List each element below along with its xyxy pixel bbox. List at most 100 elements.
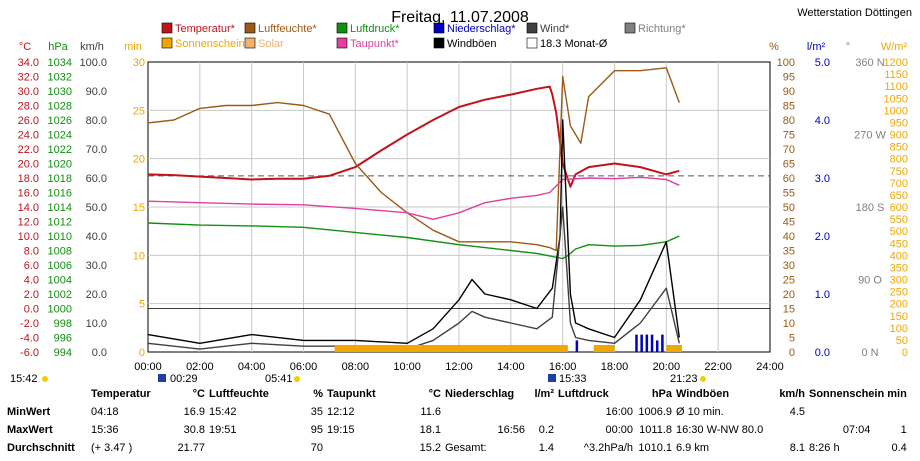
humidity-axis-tick: 40 xyxy=(783,231,795,243)
weather-chart: Freitag, 11.07.2008 Wetterstation Dötting… xyxy=(10,7,912,385)
x-tick-label: 16:00 xyxy=(549,361,577,373)
pressure-axis-tick: 1034 xyxy=(48,57,72,69)
pressure-axis-tick: 1024 xyxy=(48,130,72,142)
legend-label: Sonnenschein xyxy=(175,38,245,50)
sun-icon xyxy=(42,376,48,382)
humidity-axis-tick: 10 xyxy=(783,318,795,330)
pressure-axis-tick: 1012 xyxy=(48,217,72,229)
solar-axis-tick: 350 xyxy=(890,262,908,274)
x-tick-label: 04:00 xyxy=(238,361,266,373)
humidity-axis-tick: 70 xyxy=(783,144,795,156)
legend-swatch xyxy=(526,22,538,34)
x-tick-label: 08:00 xyxy=(342,361,370,373)
x-tick-label: 22:00 xyxy=(704,361,732,373)
temp-axis-tick: 0.0 xyxy=(24,304,39,316)
pressure-axis-tick: 1000 xyxy=(48,304,72,316)
solar-axis-tick: 150 xyxy=(890,311,908,323)
event-left-label: 15:42 xyxy=(10,373,38,385)
direction-axis-tick: 360 N xyxy=(855,57,884,69)
stats-cell: 70 xyxy=(310,442,323,454)
stats-cell: 6.9 km xyxy=(676,442,710,454)
temp-axis-tick: 10.0 xyxy=(18,231,39,243)
temp-axis-tick: -4.0 xyxy=(20,333,39,345)
rain-bar xyxy=(645,334,649,352)
statistics-table: Temperatur °C Luftfeuchte % Taupunkt °C … xyxy=(0,385,920,461)
stats-header-rain: Niederschlag xyxy=(445,388,515,400)
solar-axis-tick: 800 xyxy=(890,154,908,166)
stats-header-temp: Temperatur xyxy=(91,388,151,400)
pressure-axis-tick: 1022 xyxy=(48,144,72,156)
legend-swatch xyxy=(336,22,348,34)
temp-axis-tick: 2.0 xyxy=(24,289,39,301)
moon-icon xyxy=(158,374,166,382)
humidity-axis-tick: 30 xyxy=(783,260,795,272)
direction-axis-unit: ° xyxy=(846,41,850,53)
stats-cell: (+ 3.47 ) xyxy=(91,442,133,454)
humidity-axis-tick: 65 xyxy=(783,159,795,171)
stats-cell: 1.4 xyxy=(538,442,554,454)
solar-axis-tick: 950 xyxy=(890,117,908,129)
stats-header-sun: Sonnenschein min xyxy=(809,388,907,400)
stats-header-dew: Taupunkt xyxy=(327,388,376,400)
sun-axis-tick: 5 xyxy=(139,299,145,311)
rain-axis-tick: 3.0 xyxy=(815,173,830,185)
stats-cell: 16:56 xyxy=(497,424,525,436)
pressure-axis-tick: 1014 xyxy=(48,202,72,214)
stats-cell xyxy=(443,403,527,421)
pressure-axis-tick: 998 xyxy=(54,318,72,330)
stats-cell xyxy=(807,403,872,421)
sun-axis-tick: 15 xyxy=(133,202,145,214)
solar-axis-tick: 0 xyxy=(902,347,908,359)
solar-axis-tick: 450 xyxy=(890,238,908,250)
wind-axis-tick: 80.0 xyxy=(86,115,107,127)
humidity-axis-tick: 95 xyxy=(783,72,795,84)
stats-cell: 8:26 h xyxy=(809,442,840,454)
wind-axis-tick: 50.0 xyxy=(86,202,107,214)
sunrise-label: 05:41 xyxy=(265,373,293,385)
series-line-luftdruck xyxy=(147,222,680,260)
humidity-axis-tick: 0 xyxy=(789,347,795,359)
sun-axis-tick: 20 xyxy=(133,154,145,166)
legend-label: Solar xyxy=(258,38,284,50)
stats-header-hum: Luftfeuchte xyxy=(209,388,269,400)
stats-cell: 18.1 xyxy=(419,424,441,436)
wind-axis-unit: km/h xyxy=(80,41,104,53)
temp-axis-tick: 4.0 xyxy=(24,275,39,287)
rain-axis-tick: 1.0 xyxy=(815,289,830,301)
stats-cell: 1006.9 xyxy=(638,406,672,418)
humidity-axis-tick: 5 xyxy=(789,333,795,345)
pressure-axis-tick: 1026 xyxy=(48,115,72,127)
stats-cell xyxy=(325,439,409,457)
sunset-icon xyxy=(700,376,706,382)
legend-label: 18.3 Monat-Ø xyxy=(540,38,608,50)
stats-header-temp-unit: °C xyxy=(192,388,205,400)
legend-label: Richtung* xyxy=(638,23,686,35)
sun-axis-tick: 0 xyxy=(139,347,145,359)
legend-swatch xyxy=(624,22,636,34)
x-tick-label: 02:00 xyxy=(186,361,214,373)
rain-bar xyxy=(635,334,638,352)
stats-cell: 1011.8 xyxy=(639,424,672,436)
legend-swatch xyxy=(433,22,445,34)
wind-axis-tick: 10.0 xyxy=(86,318,107,330)
x-tick-label: 14:00 xyxy=(497,361,525,373)
rain-axis-unit: l/m² xyxy=(807,41,826,53)
temp-axis-tick: -2.0 xyxy=(20,318,39,330)
pressure-axis-tick: 1010 xyxy=(48,231,72,243)
temp-axis-tick: 16.0 xyxy=(18,188,39,200)
legend-label: Windböen xyxy=(447,38,497,50)
legend-label: Niederschlag* xyxy=(447,23,516,35)
moon-icon xyxy=(548,374,556,382)
stats-header-empty xyxy=(5,385,89,403)
humidity-axis-tick: 50 xyxy=(783,202,795,214)
stats-cell: 16:30 W-NW 80.0 xyxy=(676,424,764,436)
x-tick-label: 12:00 xyxy=(445,361,473,373)
stats-cell: 0.2 xyxy=(538,424,554,436)
solar-axis-unit: W/m² xyxy=(881,41,908,53)
pressure-axis-tick: 1030 xyxy=(48,86,72,98)
stats-cell: 1 xyxy=(900,424,907,436)
solar-axis-tick: 750 xyxy=(890,166,908,178)
series-line-luftfeuchte xyxy=(147,67,680,252)
solar-axis-tick: 1050 xyxy=(884,93,908,105)
stats-cell: 4.5 xyxy=(789,406,805,418)
